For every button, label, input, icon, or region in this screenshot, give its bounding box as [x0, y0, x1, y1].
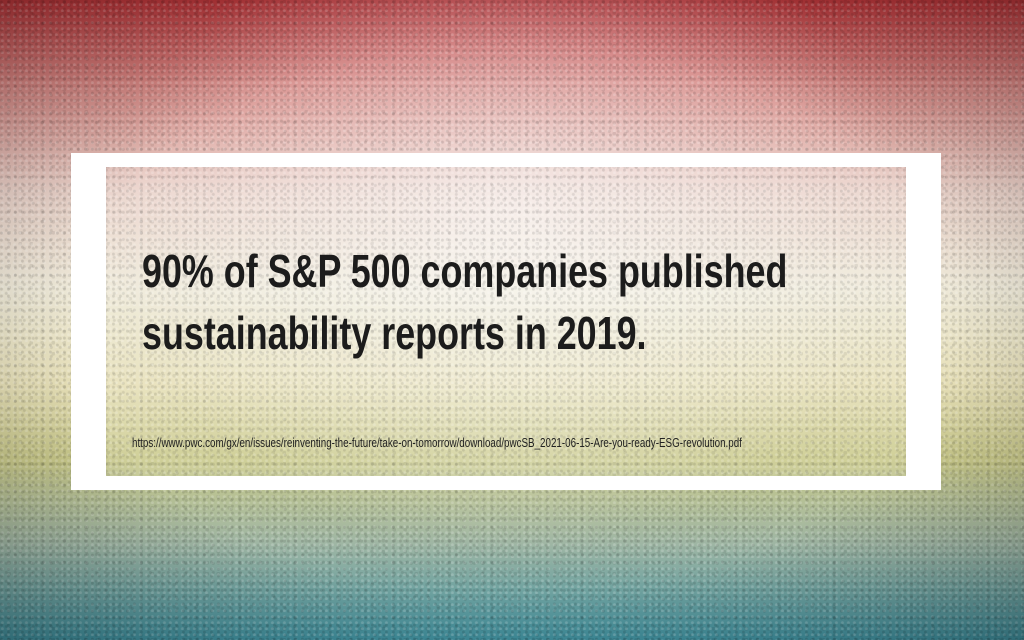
headline-line-2: sustainability reports in 2019. — [142, 307, 647, 359]
source-url: https://www.pwc.com/gx/en/issues/reinven… — [132, 435, 742, 450]
headline-line-1: 90% of S&P 500 companies published — [142, 245, 788, 297]
headline-statistic: 90% of S&P 500 companies published susta… — [142, 240, 788, 364]
white-rectangular-frame — [71, 153, 941, 490]
